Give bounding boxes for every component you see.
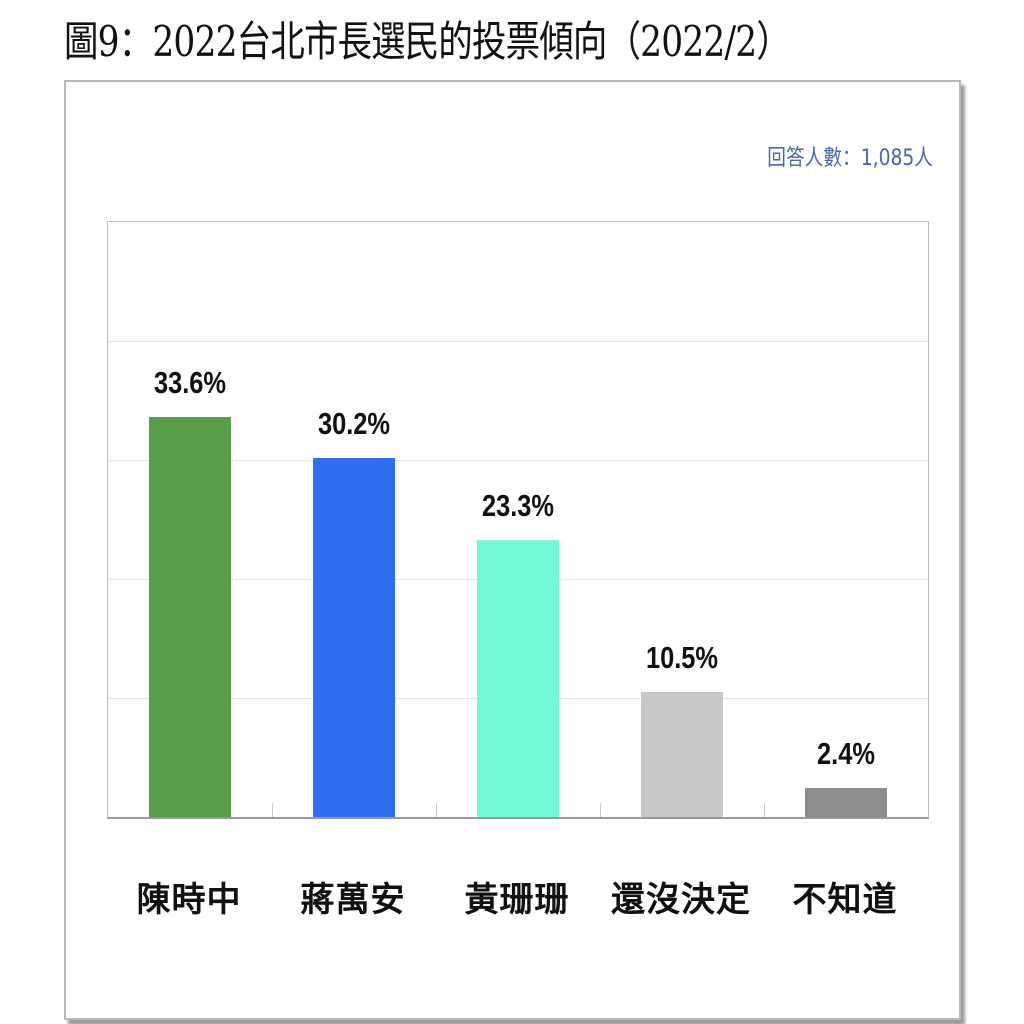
value-label: 23.3%: [481, 487, 555, 523]
category-label: 陳時中: [136, 880, 242, 920]
category-label: 不知道: [792, 880, 898, 920]
bar-chiang-wan-an: [313, 457, 395, 817]
chart-title: 圖9：2022台北市長選民的投票傾向（2022/2）: [64, 17, 791, 66]
value-label: 33.6%: [153, 365, 227, 401]
category-tick: [764, 803, 765, 817]
gridline-30: [108, 460, 928, 461]
chart-frame: 回答人數：1,085人 33.6% 30.2% 23.3% 10.5% 2.4%…: [64, 80, 961, 1020]
bar-dont-know: [805, 788, 887, 817]
gridline-40: [108, 341, 928, 342]
category-label: 黃珊珊: [464, 880, 570, 920]
value-label: 30.2%: [317, 405, 391, 441]
category-tick: [436, 803, 437, 817]
category-label: 還沒決定: [611, 880, 751, 920]
bar-undecided: [641, 692, 723, 817]
value-label: 10.5%: [645, 640, 719, 676]
category-tick: [600, 803, 601, 817]
category-tick: [272, 803, 273, 817]
bar-huang-shan-shan: [477, 539, 559, 817]
category-label: 蔣萬安: [300, 880, 406, 920]
bar-chen-shih-chung: [149, 417, 231, 817]
value-label: 2.4%: [817, 736, 875, 772]
respondents-count: 回答人數：1,085人: [767, 146, 933, 171]
plot-area: 33.6% 30.2% 23.3% 10.5% 2.4%: [107, 221, 929, 819]
